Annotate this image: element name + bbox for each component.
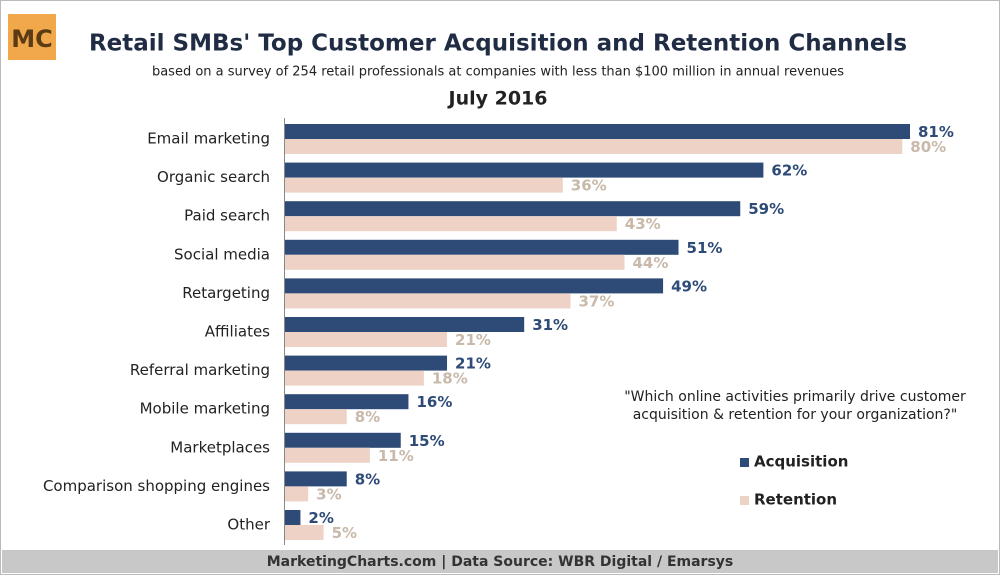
legend-label: Retention [754, 491, 837, 509]
subtitle: based on a survey of 254 retail professi… [152, 65, 844, 80]
category-label: Mobile marketing [140, 400, 270, 418]
value-label: 43% [625, 215, 661, 233]
logo-box [8, 14, 56, 60]
category-label: Affiliates [205, 323, 270, 341]
category-label: Email marketing [147, 130, 270, 148]
value-label: 15% [409, 432, 445, 450]
bar [285, 471, 347, 487]
chart-title: Retail SMBs' Top Customer Acquisition an… [89, 31, 907, 57]
value-label: 37% [578, 292, 614, 310]
value-label: 81% [918, 123, 954, 141]
bar [285, 177, 563, 193]
category-label: Paid search [184, 207, 270, 225]
bar [285, 139, 903, 154]
bar [285, 409, 347, 425]
bar [285, 124, 910, 139]
value-label: 21% [455, 331, 491, 349]
value-label: 8% [355, 408, 380, 426]
bar [285, 432, 401, 448]
logo: MC [11, 25, 53, 53]
value-label: 51% [687, 239, 723, 257]
bar [285, 317, 525, 332]
category-label: Marketplaces [170, 438, 270, 456]
value-label: 31% [532, 316, 568, 334]
value-label: 18% [432, 370, 468, 388]
bar [285, 332, 448, 347]
value-label: 62% [771, 162, 807, 180]
bar [285, 370, 424, 386]
value-label: 49% [671, 277, 707, 295]
bar [285, 162, 764, 178]
bar [285, 486, 309, 502]
legend-label: Acquisition [754, 453, 848, 471]
legend-swatch [740, 496, 749, 505]
bar [285, 355, 448, 371]
bar [285, 525, 324, 540]
category-label: Referral marketing [130, 361, 270, 379]
value-label: 5% [332, 524, 357, 542]
bar [285, 394, 409, 410]
bar [285, 510, 301, 525]
date: July 2016 [447, 88, 548, 110]
value-label: 44% [633, 254, 669, 272]
bar [285, 239, 679, 255]
category-label: Social media [174, 245, 270, 263]
bar [285, 293, 571, 309]
bar [285, 201, 741, 217]
value-label: 59% [748, 200, 784, 218]
category-label: Retargeting [182, 284, 270, 302]
bar [285, 278, 664, 294]
value-label: 8% [355, 470, 380, 488]
footer-band [2, 550, 998, 573]
value-label: 21% [455, 355, 491, 373]
legend-swatch [740, 458, 749, 467]
category-label: Other [227, 516, 270, 534]
note: "Which online activities primarily drive… [624, 389, 966, 405]
value-label: 2% [308, 509, 333, 527]
bar [285, 447, 370, 463]
value-label: 3% [316, 485, 341, 503]
category-label: Organic search [157, 168, 270, 186]
value-label: 80% [910, 138, 946, 156]
source: MarketingCharts.com | Data Source: WBR D… [267, 554, 734, 570]
category-label: Comparison shopping engines [43, 477, 270, 495]
bar [285, 254, 625, 270]
value-label: 16% [416, 393, 452, 411]
note: acquisition & retention for your organiz… [633, 407, 958, 423]
value-label: 11% [378, 447, 414, 465]
value-label: 36% [571, 177, 607, 195]
bar [285, 216, 617, 232]
